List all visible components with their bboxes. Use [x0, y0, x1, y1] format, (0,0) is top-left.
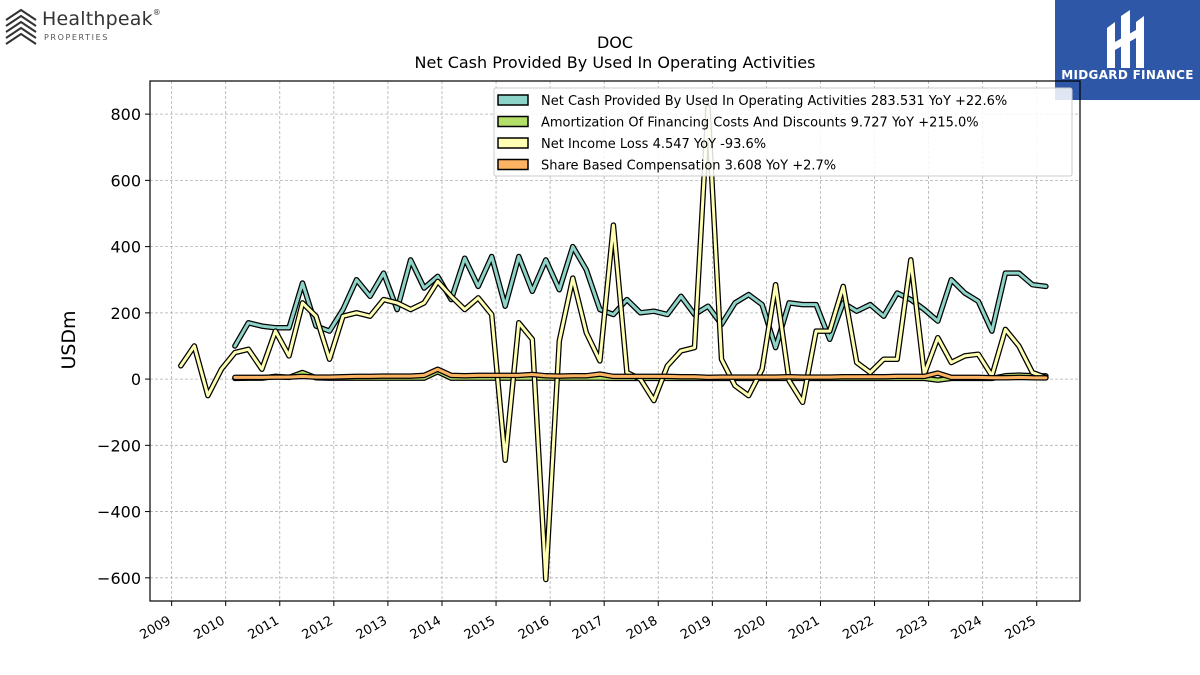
- x-tick-label: 2015: [462, 613, 498, 643]
- series-4: [232, 366, 1049, 381]
- legend-label: Net Income Loss 4.547 YoY -93.6%: [541, 137, 766, 152]
- series-line-outline: [232, 243, 1049, 351]
- legend-swatch: [497, 137, 529, 149]
- x-tick-label: 2012: [300, 613, 336, 643]
- x-tick-label: 2014: [408, 613, 444, 643]
- y-tick-label: −400: [97, 503, 141, 522]
- legend: Net Cash Provided By Used In Operating A…: [493, 87, 1073, 177]
- series-line: [233, 367, 1048, 380]
- healthpeak-logo-sub: PROPERTIES: [44, 33, 109, 42]
- x-tick-label: 2023: [894, 613, 930, 643]
- plot-frame: [149, 80, 1081, 602]
- y-ticks: −600 −400 −200 0 200 400 600 800: [97, 105, 150, 588]
- chart-title: DOC: [597, 33, 633, 52]
- series-line: [179, 106, 1048, 581]
- healthpeak-logo-name: Healthpeak®: [42, 8, 161, 30]
- series-1: [232, 243, 1049, 351]
- midgard-logo-name: MIDGARD FINANCE: [1061, 68, 1194, 82]
- midgard-finance-logo: MIDGARD FINANCE: [1055, 0, 1200, 100]
- x-tick-label: 2013: [354, 613, 390, 643]
- healthpeak-logo: Healthpeak® PROPERTIES: [4, 6, 174, 46]
- y-tick-label: 800: [110, 105, 141, 124]
- y-tick-label: −600: [97, 569, 141, 588]
- y-axis-label: USDm: [58, 310, 80, 369]
- x-tick-label: 2024: [949, 613, 985, 643]
- x-tick-label: 2017: [570, 613, 606, 643]
- legend-box: [493, 87, 1073, 177]
- x-tick-label: 2025: [1003, 613, 1039, 643]
- legend-swatch: [497, 158, 529, 171]
- series-line: [233, 245, 1048, 350]
- series-3: [178, 104, 1049, 583]
- midgard-logo-icon: [1107, 10, 1144, 68]
- x-tick-label: 2021: [786, 613, 822, 643]
- legend-label: Net Cash Provided By Used In Operating A…: [541, 94, 1007, 109]
- healthpeak-logo-icon: [5, 8, 37, 45]
- series-layer: [178, 104, 1049, 583]
- y-tick-label: 0: [131, 370, 141, 389]
- y-tick-label: 200: [110, 304, 141, 323]
- x-tick-label: 2016: [516, 613, 552, 643]
- x-tick-label: 2020: [732, 613, 768, 643]
- x-ticks: 2009 2010 2011 2012 2013 2014 2015 2016 2017 2018…: [137, 601, 1039, 643]
- chart-subtitle: Net Cash Provided By Used In Operating A…: [415, 53, 816, 72]
- legend-label: Share Based Compensation 3.608 YoY +2.7%: [541, 159, 836, 174]
- x-tick-label: 2019: [678, 613, 714, 643]
- legend-swatch: [497, 115, 529, 128]
- x-tick-label: 2018: [624, 613, 660, 643]
- x-tick-label: 2010: [192, 613, 228, 643]
- x-tick-label: 2009: [137, 613, 173, 643]
- x-tick-label: 2011: [246, 613, 282, 643]
- series-line-outline: [178, 104, 1049, 583]
- y-tick-label: 400: [110, 238, 141, 257]
- legend-label: Amortization Of Financing Costs And Disc…: [541, 116, 979, 131]
- x-tick-label: 2022: [840, 613, 876, 643]
- legend-swatch: [497, 94, 529, 106]
- y-tick-label: 600: [110, 171, 141, 190]
- y-tick-label: −200: [97, 436, 141, 455]
